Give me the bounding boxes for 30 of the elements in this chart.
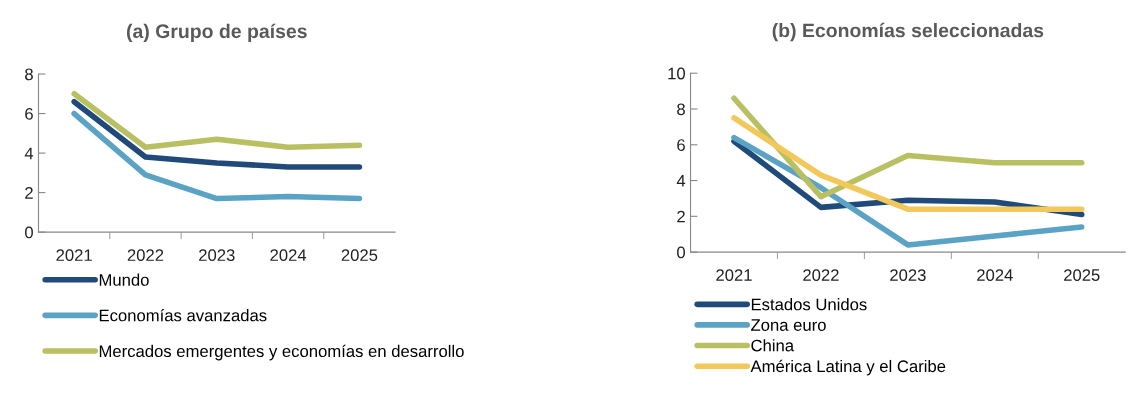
x-tick-label: 2025: [341, 249, 378, 262]
x-tick-label: 2023: [199, 249, 235, 262]
chart-title: (a) Grupo de países: [126, 23, 307, 42]
legend-label: China: [751, 339, 795, 352]
y-tick-label: 10: [668, 67, 686, 80]
y-tick-label: 6: [677, 139, 685, 151]
legend-label: Estados Unidos: [751, 298, 867, 311]
y-tick-label: 4: [676, 175, 686, 187]
legend-label: Mundo: [99, 273, 149, 286]
y-tick-label: 2: [677, 210, 685, 223]
legend-label: América Latina y el Caribe: [750, 359, 946, 376]
x-tick-label: 2024: [977, 269, 1013, 281]
chart-title: (b) Economías seleccionadas: [772, 22, 1044, 42]
y-tick-label: 0: [677, 246, 686, 259]
y-tick-label: 6: [25, 107, 33, 120]
y-tick-label: 4: [24, 147, 34, 160]
x-tick-label: 2022: [127, 249, 164, 262]
x-tick-label: 2025: [1064, 269, 1100, 281]
x-tick-label: 2024: [270, 249, 307, 262]
y-tick-label: 8: [677, 103, 685, 116]
legend-label: Economías avanzadas: [99, 308, 267, 322]
x-tick-label: 2022: [803, 269, 839, 281]
legend-label: Zona euro: [751, 319, 826, 331]
y-tick-label: 8: [25, 68, 33, 81]
y-tick-label: 0: [25, 226, 33, 239]
legend-label: Mercados emergentes y economías en desarrollo: [99, 344, 464, 361]
x-tick-label: 2021: [716, 269, 752, 281]
y-tick-label: 2: [25, 187, 33, 199]
x-tick-label: 2021: [56, 249, 92, 262]
x-tick-label: 2023: [890, 269, 926, 281]
